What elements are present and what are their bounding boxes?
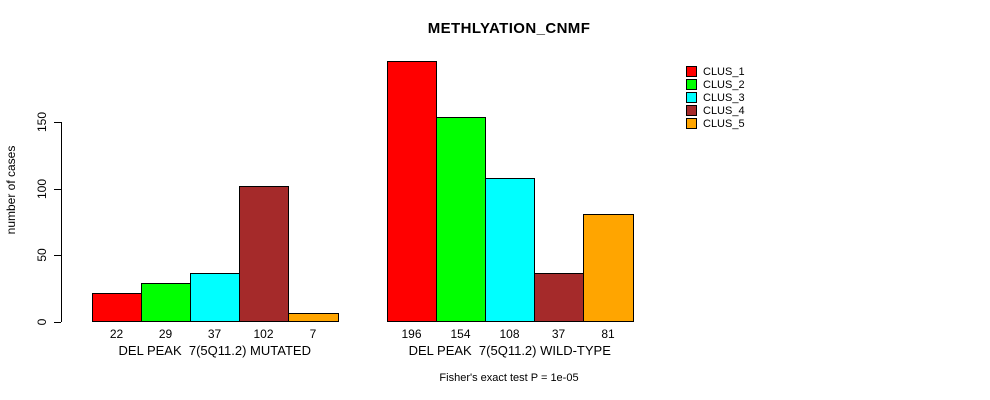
bar-CLUS_3 bbox=[190, 273, 240, 322]
bar-CLUS_5 bbox=[288, 313, 339, 322]
legend-swatch-CLUS_4 bbox=[686, 105, 697, 116]
y-axis-tick-label: 0 bbox=[35, 318, 49, 326]
bar-value-label: 154 bbox=[450, 327, 471, 341]
group-label: DEL PEAK 7(5Q11.2) MUTATED bbox=[118, 343, 311, 358]
bar-CLUS_1 bbox=[387, 61, 437, 322]
bar-CLUS_5 bbox=[583, 214, 634, 322]
bar-CLUS_4 bbox=[534, 273, 584, 322]
legend-item-label: CLUS_1 bbox=[703, 65, 745, 78]
legend-item-label: CLUS_3 bbox=[703, 91, 745, 104]
legend-item: CLUS_4 bbox=[686, 104, 745, 117]
legend-swatch-CLUS_3 bbox=[686, 92, 697, 103]
legend-swatch-CLUS_5 bbox=[686, 118, 697, 129]
bar-CLUS_1 bbox=[92, 293, 142, 322]
y-axis-tick bbox=[54, 189, 61, 190]
bar-value-label: 196 bbox=[401, 327, 422, 341]
bar-CLUS_2 bbox=[141, 283, 191, 322]
legend-item: CLUS_5 bbox=[686, 117, 745, 130]
bar-value-label: 37 bbox=[551, 327, 566, 341]
legend-item: CLUS_3 bbox=[686, 91, 745, 104]
y-axis-line bbox=[61, 122, 62, 322]
bar-value-label: 102 bbox=[253, 327, 274, 341]
chart-title: METHLYATION_CNMF bbox=[427, 20, 591, 37]
group-label: DEL PEAK 7(5Q11.2) WILD-TYPE bbox=[408, 343, 611, 358]
bar-value-label: 81 bbox=[601, 327, 615, 341]
y-axis-label: number of cases bbox=[4, 145, 18, 235]
y-axis-tick bbox=[54, 122, 61, 123]
bar-value-label: 29 bbox=[158, 327, 173, 341]
bar-value-label: 22 bbox=[109, 327, 124, 341]
legend-item-label: CLUS_5 bbox=[703, 117, 745, 130]
legend-item: CLUS_1 bbox=[686, 65, 745, 78]
bar-value-label: 37 bbox=[207, 327, 222, 341]
y-axis-tick bbox=[54, 255, 61, 256]
legend-swatch-CLUS_2 bbox=[686, 79, 697, 90]
y-axis-tick-label: 150 bbox=[35, 111, 49, 133]
bar-CLUS_4 bbox=[239, 186, 289, 322]
legend-item-label: CLUS_4 bbox=[703, 104, 745, 117]
y-axis-tick-label: 50 bbox=[35, 248, 49, 262]
bar-CLUS_2 bbox=[436, 117, 486, 322]
bar-value-label: 7 bbox=[309, 327, 317, 341]
bar-value-label: 108 bbox=[499, 327, 520, 341]
legend-item: CLUS_2 bbox=[686, 78, 745, 91]
bar-CLUS_3 bbox=[485, 178, 535, 322]
legend-item-label: CLUS_2 bbox=[703, 78, 745, 91]
y-axis-tick bbox=[54, 322, 61, 323]
legend-swatch-CLUS_1 bbox=[686, 66, 697, 77]
fishers-test-annotation: Fisher's exact test P = 1e-05 bbox=[439, 372, 579, 384]
legend: CLUS_1 CLUS_2 CLUS_3 CLUS_4 CLUS_5 bbox=[686, 65, 745, 130]
y-axis-tick-label: 100 bbox=[35, 178, 49, 200]
